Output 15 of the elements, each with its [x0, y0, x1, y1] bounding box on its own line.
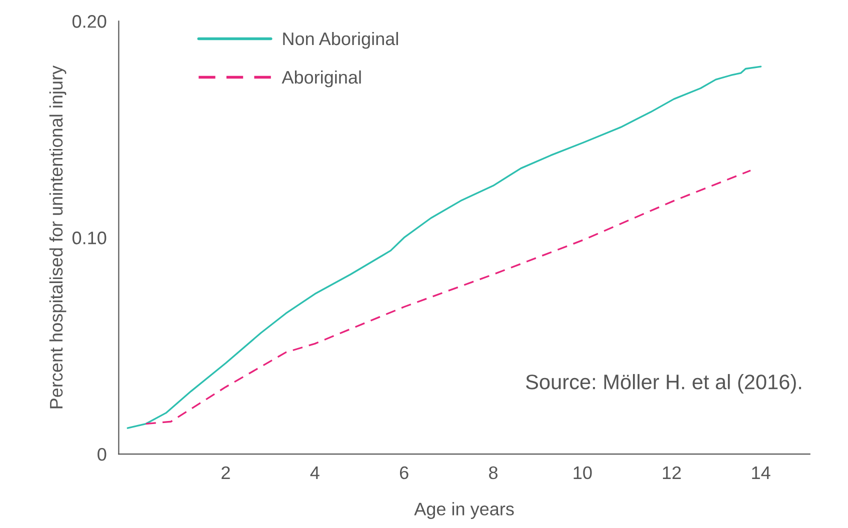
- legend-label: Aboriginal: [282, 70, 361, 88]
- x-tick-label: 10: [574, 466, 592, 480]
- x-tick-label: 12: [662, 466, 681, 479]
- y-tick-label: 0.20: [72, 15, 106, 28]
- x-tick-label: 6: [400, 466, 408, 480]
- y-tick-label: 0.10: [72, 232, 106, 244]
- x-tick-label: 2: [222, 466, 230, 479]
- x-axis-title: Age in years: [414, 502, 514, 519]
- x-tick-label: 8: [489, 466, 498, 480]
- x-tick-label: 4: [310, 466, 320, 479]
- y-axis-title: Percent hospitalised for unintentional injury: [49, 65, 66, 408]
- legend-label: Non Aboriginal: [283, 32, 398, 49]
- y-tick-label: 0: [98, 448, 106, 461]
- x-tick-label: 14: [752, 466, 770, 479]
- annotation: Source: Möller H. et al (2016).: [526, 374, 802, 394]
